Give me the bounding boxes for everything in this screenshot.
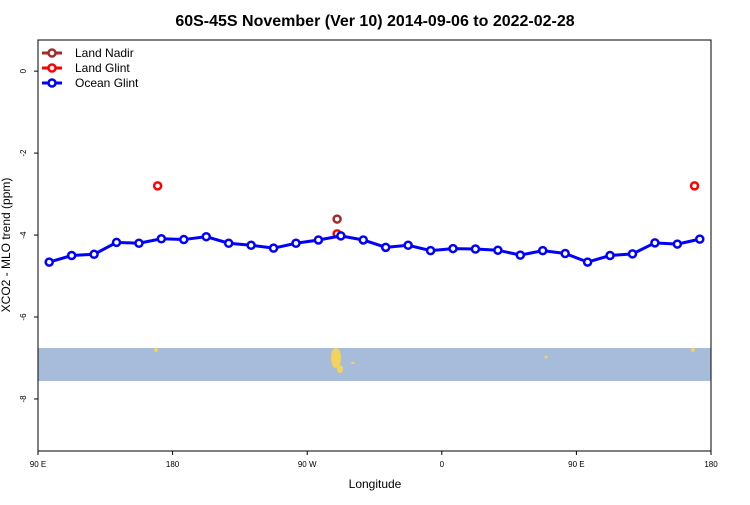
chart-title: 60S-45S November (Ver 10) 2014-09-06 to …: [175, 13, 574, 30]
land-blobs: [154, 348, 695, 373]
data-point: [336, 231, 346, 241]
x-axis-label: Longitude: [349, 477, 402, 491]
x-tick-label: 0: [440, 460, 445, 469]
data-point: [560, 248, 570, 259]
data-point: [313, 235, 324, 245]
map-band: [38, 348, 711, 381]
data-point: [493, 245, 503, 255]
data-point: [156, 233, 167, 244]
data-point: [689, 181, 700, 191]
x-tick-label: 180: [166, 460, 180, 469]
y-tick-label: -6: [19, 313, 28, 321]
legend-marker: [47, 48, 57, 58]
legend-label: Land Glint: [75, 61, 130, 75]
data-point: [403, 240, 413, 251]
data-point: [291, 238, 301, 248]
y-axis-label: XCO2 - MLO trend (ppm): [0, 178, 13, 313]
data-point: [650, 238, 660, 248]
data-point: [179, 234, 189, 245]
y-tick-label: -8: [19, 395, 28, 403]
data-point: [448, 243, 458, 254]
y-tick-label: 0: [19, 68, 28, 73]
data-point: [134, 238, 144, 248]
series-line: [48, 234, 701, 264]
legend-label: Ocean Glint: [75, 76, 139, 90]
legend-marker: [47, 78, 57, 88]
x-tick-label: 90 E: [568, 460, 584, 469]
data-point: [111, 237, 122, 248]
data-point: [515, 250, 526, 260]
data-point: [358, 235, 369, 245]
data-point: [332, 214, 342, 224]
data-point: [268, 243, 279, 253]
legend-label: Land Nadir: [75, 46, 134, 60]
data-point: [201, 231, 211, 242]
data-point: [44, 257, 54, 267]
data-point: [627, 249, 638, 259]
data-point: [425, 245, 436, 256]
legend-marker: [47, 63, 57, 73]
data-point: [672, 239, 683, 249]
x-tick-label: 90 W: [298, 460, 317, 469]
data-point: [538, 245, 548, 256]
data-point: [470, 244, 481, 254]
plot-frame: [37, 39, 712, 452]
data-point: [89, 249, 99, 260]
y-tick-label: -4: [19, 231, 28, 239]
data-point: [582, 257, 593, 267]
data-point: [605, 250, 615, 261]
y-tick-label: -2: [19, 149, 28, 157]
data-point: [380, 242, 391, 253]
data-point: [66, 250, 77, 261]
x-tick-label: 180: [704, 460, 718, 469]
data-point: [223, 238, 234, 248]
data-point: [246, 240, 256, 251]
data-point: [695, 234, 705, 244]
data-point: [152, 181, 163, 191]
x-tick-label: 90 E: [30, 460, 46, 469]
